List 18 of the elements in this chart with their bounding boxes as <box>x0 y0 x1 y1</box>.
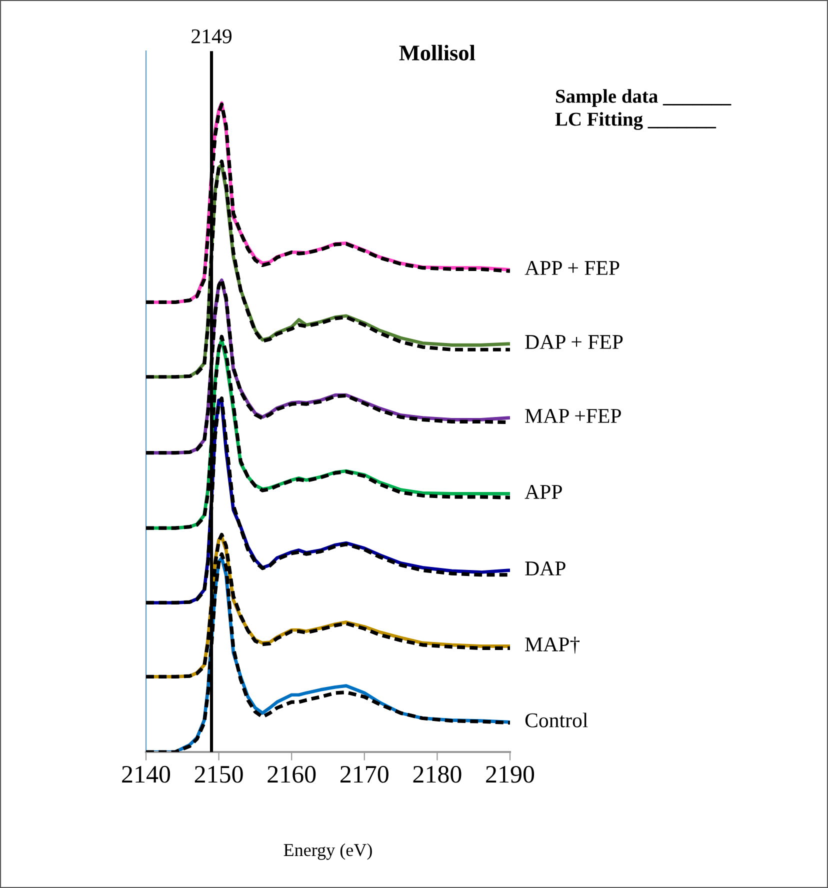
series-label: APP + FEP <box>524 261 620 275</box>
x-tick-label: 2170 <box>340 766 388 783</box>
ref-line-label: 2149 <box>192 29 232 44</box>
chart-title: Mollisol <box>399 44 476 60</box>
series-label: APP <box>524 484 562 499</box>
series-label: MAP† <box>525 636 580 654</box>
x-tick-label: 2150 <box>194 766 243 783</box>
x-tick-label: 2190 <box>486 766 534 783</box>
x-tick-label: 2140 <box>122 766 170 783</box>
text: LC Fitting _______ <box>555 112 716 130</box>
series-label: MAP +FEP <box>525 409 621 423</box>
x-axis-title: Energy (eV) <box>284 843 372 860</box>
series-label: DAP + FEP <box>525 335 623 349</box>
series-label: DAP <box>525 562 566 576</box>
x-tick-label: 2180 <box>413 766 462 783</box>
series-label: Control <box>525 712 588 728</box>
x-tick-label: 2160 <box>268 766 316 783</box>
text: Sample data _______ <box>556 89 732 107</box>
